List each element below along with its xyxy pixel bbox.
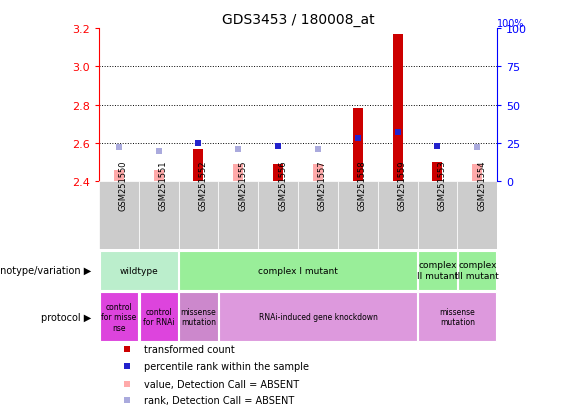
Text: GSM251550: GSM251550 <box>119 160 128 210</box>
Bar <box>99 293 138 341</box>
Text: GSM251554: GSM251554 <box>477 160 486 210</box>
Text: control
for misse
nse: control for misse nse <box>101 302 136 332</box>
Text: GSM251551: GSM251551 <box>159 160 168 210</box>
Text: 100%: 100% <box>497 19 525 29</box>
Bar <box>458 182 497 250</box>
Bar <box>258 182 298 250</box>
Bar <box>99 251 178 290</box>
Text: GSM251556: GSM251556 <box>278 160 287 210</box>
Title: GDS3453 / 180008_at: GDS3453 / 180008_at <box>221 12 375 26</box>
Bar <box>99 182 139 250</box>
Text: complex
III mutant: complex III mutant <box>455 261 499 280</box>
Bar <box>353 109 363 182</box>
Text: RNAi-induced gene knockdown: RNAi-induced gene knockdown <box>259 313 377 321</box>
Bar <box>298 182 338 250</box>
Bar <box>154 170 164 182</box>
Bar <box>193 149 203 182</box>
Text: GSM251553: GSM251553 <box>437 160 446 210</box>
Bar <box>458 251 497 290</box>
Text: genotype/variation ▶: genotype/variation ▶ <box>0 266 91 275</box>
Bar <box>219 293 417 341</box>
Bar <box>139 182 179 250</box>
Bar <box>378 182 418 250</box>
Text: rank, Detection Call = ABSENT: rank, Detection Call = ABSENT <box>144 395 294 406</box>
Bar <box>418 293 497 341</box>
Text: GSM251557: GSM251557 <box>318 160 327 210</box>
Text: wildtype: wildtype <box>119 266 158 275</box>
Text: GSM251558: GSM251558 <box>358 160 367 210</box>
Bar <box>114 170 124 182</box>
Text: transformed count: transformed count <box>144 344 235 354</box>
Bar <box>418 251 457 290</box>
Text: GSM251559: GSM251559 <box>398 160 407 210</box>
Bar <box>418 182 458 250</box>
Bar <box>179 293 218 341</box>
Bar <box>179 251 417 290</box>
Bar <box>313 164 323 182</box>
Text: missense
mutation: missense mutation <box>440 307 475 327</box>
Bar <box>472 164 483 182</box>
Bar <box>273 164 283 182</box>
Text: GSM251552: GSM251552 <box>198 160 207 210</box>
Bar <box>140 293 178 341</box>
Text: missense
mutation: missense mutation <box>181 307 216 327</box>
Bar <box>219 182 258 250</box>
Bar <box>233 164 244 182</box>
Text: complex I mutant: complex I mutant <box>258 266 338 275</box>
Bar <box>179 182 219 250</box>
Bar <box>338 182 378 250</box>
Text: percentile rank within the sample: percentile rank within the sample <box>144 361 309 371</box>
Bar <box>432 163 442 182</box>
Bar <box>393 35 403 182</box>
Text: control
for RNAi: control for RNAi <box>143 307 175 327</box>
Text: complex
II mutant: complex II mutant <box>417 261 458 280</box>
Text: protocol ▶: protocol ▶ <box>41 312 91 322</box>
Text: GSM251555: GSM251555 <box>238 160 247 210</box>
Text: value, Detection Call = ABSENT: value, Detection Call = ABSENT <box>144 379 299 389</box>
